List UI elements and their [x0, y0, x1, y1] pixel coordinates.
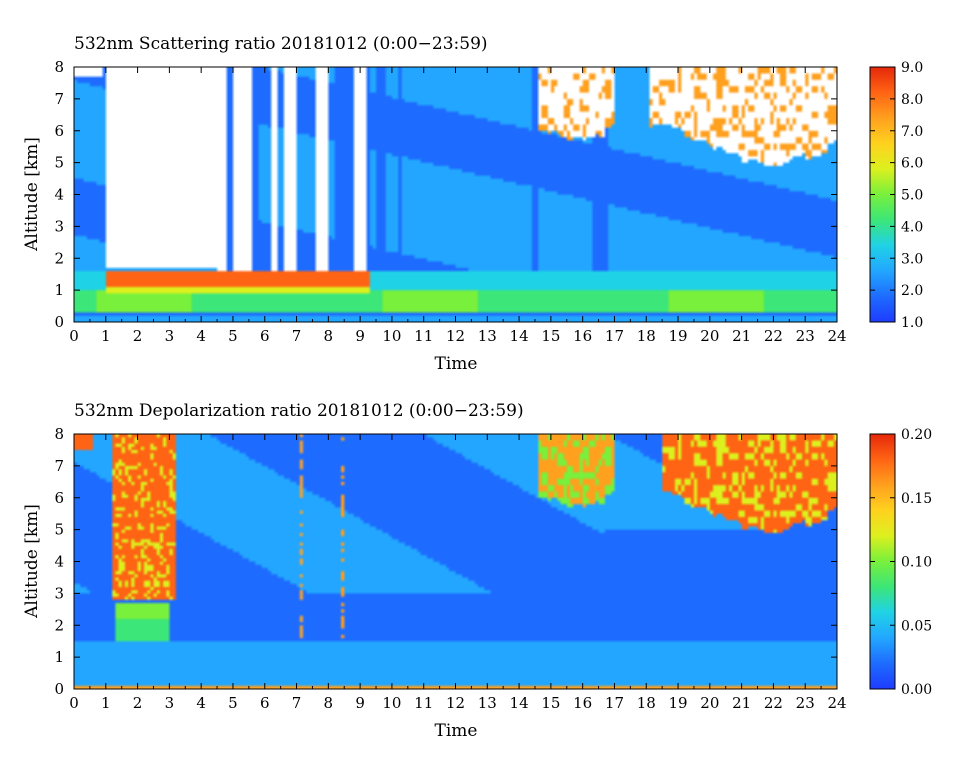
- colorbar-tick-label: 0.20: [901, 427, 932, 443]
- colorbar-tick-label: 0.10: [901, 555, 932, 571]
- x-tick-label: 15: [541, 694, 560, 712]
- x-tick-label: 8: [324, 327, 334, 345]
- x-tick-label: 17: [605, 694, 624, 712]
- x-tick-label: 0: [69, 327, 79, 345]
- x-tick-label: 17: [605, 327, 624, 345]
- x-tick-label: 22: [764, 694, 783, 712]
- x-tick-label: 0: [69, 694, 79, 712]
- x-tick-label: 3: [165, 327, 175, 345]
- heatmap-raster: [74, 67, 837, 322]
- depolarization-ratio-xlabel: Time: [435, 721, 478, 741]
- x-tick-label: 19: [668, 327, 687, 345]
- colorbar-tick-label: 0.05: [901, 618, 932, 634]
- colorbar-tick-label: 8.0: [901, 92, 923, 108]
- colorbar-tick-label: 7.0: [901, 124, 923, 140]
- y-tick-label: 3: [54, 217, 64, 235]
- colorbar-tick-label: 6.0: [901, 156, 923, 172]
- x-tick-label: 6: [260, 694, 270, 712]
- y-tick-label: 2: [54, 616, 64, 634]
- colorbar-tick-label: 5.0: [901, 188, 923, 204]
- x-tick-label: 13: [478, 327, 497, 345]
- y-tick-label: 8: [54, 425, 64, 443]
- x-tick-label: 13: [478, 694, 497, 712]
- x-tick-label: 8: [324, 694, 334, 712]
- y-tick-label: 0: [54, 313, 64, 331]
- y-tick-label: 7: [54, 90, 64, 108]
- x-tick-label: 15: [541, 327, 560, 345]
- x-tick-label: 11: [414, 327, 433, 345]
- x-tick-label: 9: [355, 327, 365, 345]
- scattering-ratio-title: 532nm Scattering ratio 20181012 (0:00−23…: [74, 34, 488, 54]
- x-tick-label: 4: [196, 327, 206, 345]
- x-tick-label: 14: [510, 694, 529, 712]
- x-tick-label: 24: [827, 327, 846, 345]
- x-tick-label: 12: [446, 327, 465, 345]
- scattering-ratio-ylabel: Altitude [km]: [22, 137, 42, 252]
- colorbar-tick-label: 0.00: [901, 682, 932, 698]
- x-tick-label: 5: [228, 327, 238, 345]
- y-tick-label: 5: [54, 154, 64, 172]
- y-tick-label: 2: [54, 249, 64, 267]
- scattering-ratio-plot: 0 1 2 3 4 5 6 7 8 9 10 11 12 13 14 15 16 17 18 19 20 21 22 23 24…: [54, 58, 846, 345]
- x-tick-label: 12: [446, 694, 465, 712]
- y-tick-label: 5: [54, 521, 64, 539]
- x-tick-label: 6: [260, 327, 270, 345]
- y-tick-label: 3: [54, 584, 64, 602]
- y-tick-label: 1: [54, 281, 64, 299]
- colorbar-tick-label: 1.0: [901, 315, 923, 331]
- x-tick-label: 14: [510, 327, 529, 345]
- x-tick-label: 19: [668, 694, 687, 712]
- colorbar-tick-label: 0.15: [901, 491, 932, 507]
- x-tick-label: 7: [292, 694, 302, 712]
- depolarization-ratio-ylabel: Altitude [km]: [22, 504, 42, 619]
- x-tick-label: 9: [355, 694, 365, 712]
- x-tick-label: 20: [700, 694, 719, 712]
- x-tick-label: 16: [573, 327, 592, 345]
- y-tick-label: 0: [54, 680, 64, 698]
- x-tick-label: 24: [827, 694, 846, 712]
- colorbar-tick-label: 3.0: [901, 251, 923, 267]
- x-tick-label: 11: [414, 694, 433, 712]
- y-tick-label: 8: [54, 58, 64, 76]
- x-tick-label: 7: [292, 327, 302, 345]
- y-tick-label: 6: [54, 122, 64, 140]
- x-tick-label: 21: [732, 327, 751, 345]
- x-tick-label: 21: [732, 694, 751, 712]
- y-tick-label: 4: [54, 553, 64, 571]
- x-tick-label: 5: [228, 694, 238, 712]
- x-tick-label: 3: [165, 694, 175, 712]
- x-tick-label: 23: [796, 327, 815, 345]
- x-tick-label: 20: [700, 327, 719, 345]
- x-tick-label: 16: [573, 694, 592, 712]
- x-tick-label: 2: [133, 694, 143, 712]
- x-tick-label: 1: [101, 327, 111, 345]
- heatmap-raster: [74, 434, 837, 689]
- colorbar-tick-label: 4.0: [901, 219, 923, 235]
- x-tick-label: 1: [101, 694, 111, 712]
- colorbar-tick-label: 2.0: [901, 283, 923, 299]
- depolarization-ratio-panel: 532nm Depolarization ratio 20181012 (0:0…: [22, 401, 932, 741]
- x-tick-label: 2: [133, 327, 143, 345]
- scattering-ratio-xlabel: Time: [435, 354, 478, 374]
- y-tick-label: 1: [54, 648, 64, 666]
- y-tick-label: 4: [54, 186, 64, 204]
- y-tick-label: 6: [54, 489, 64, 507]
- x-tick-label: 18: [637, 694, 656, 712]
- x-tick-label: 22: [764, 327, 783, 345]
- x-tick-label: 10: [382, 694, 401, 712]
- depolarization-ratio-title: 532nm Depolarization ratio 20181012 (0:0…: [74, 401, 524, 421]
- colorbar-tick-label: 9.0: [901, 60, 923, 76]
- x-tick-label: 23: [796, 694, 815, 712]
- x-tick-label: 18: [637, 327, 656, 345]
- scattering-ratio-panel: 532nm Scattering ratio 20181012 (0:00−23…: [22, 34, 923, 374]
- x-tick-label: 4: [196, 694, 206, 712]
- y-tick-label: 7: [54, 457, 64, 475]
- depolarization-ratio-plot: 0 1 2 3 4 5 6 7 8 9 10 11 12 13 14 15 16 17 18 19 20 21 22 23 24…: [54, 425, 846, 712]
- x-tick-label: 10: [382, 327, 401, 345]
- scattering-ratio-colorbar: 1.0 2.0 3.0 4.0 5.0 6.0 7.0 8.0 9.0: [869, 60, 923, 331]
- depolarization-ratio-colorbar: 0.00 0.05 0.10 0.15 0.20: [869, 427, 932, 698]
